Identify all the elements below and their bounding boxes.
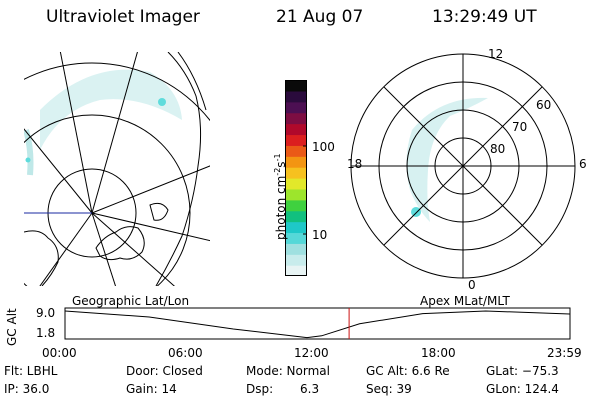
status-glon: GLon: 124.4 [486,382,559,396]
colorbar-cell [285,265,307,276]
status-glat: GLat: −75.3 [486,364,559,378]
mlat-label-60: 60 [536,98,552,112]
mlt-label-0: 0 [468,278,476,292]
colorbar-cell [285,254,307,266]
colorbar-cell [285,90,307,103]
colorbar [285,80,307,276]
colorbar-cell [285,210,307,223]
polar-panel-label: Apex MLat/MLT [420,294,510,308]
mlt-label-18: 18 [347,157,363,171]
colorbar-cell [285,156,307,168]
colorbar-cell [285,167,307,179]
aurora-bright-spot [411,207,421,217]
meridian-line [91,52,138,214]
time-tick-label: 00:00 [42,346,77,360]
meridian-line [59,52,93,214]
colorbar-cell [285,123,307,136]
altitude-y-label: GC Alt [5,308,19,346]
coastline [95,226,145,261]
altitude-curve [64,310,570,339]
meridian-line [24,128,93,214]
colorbar-cell [285,101,307,114]
coastline [155,52,202,286]
altitude-tick-low: 1.8 [36,326,56,340]
status-filter: Flt: LBHL [4,364,58,378]
meridian-line [91,212,175,286]
mlat-label-70: 70 [512,120,528,134]
meridian-line [39,212,93,286]
colorbar-tick-label: 10 [312,228,328,242]
mlt-label-6: 6 [579,157,587,171]
latitude-circle [24,114,191,286]
time-tick-label: 12:00 [294,346,329,360]
meridian-line [91,212,210,242]
colorbar-unit-label: photon cm-2s-1 [273,153,288,240]
polar-mlt-plot [350,53,576,279]
instrument-title: Ultraviolet Imager [46,7,200,27]
colorbar-cell [285,232,307,244]
geographic-panel-label: Geographic Lat/Lon [72,294,190,308]
status-ip: IP: 36.0 [4,382,50,396]
colorbar-cell [285,188,307,201]
meridian-line [91,212,117,286]
auroral-oval [406,97,488,222]
colorbar-tick-label: 100 [312,140,335,154]
observation-date: 21 Aug 07 [276,7,364,27]
time-tick-label: 23:59 [547,346,582,360]
colorbar-cell [285,243,307,255]
status-gc-alt: GC Alt: 6.6 Re [366,364,450,378]
meridian-line [91,165,210,214]
status-dsp-value: 6.3 [300,382,320,396]
colorbar-cell [285,80,307,92]
altitude-timeline [64,307,571,340]
mlt-label-12: 12 [488,47,504,61]
mlat-label-80: 80 [490,142,506,156]
coastline [24,230,59,286]
mlt-diagonal [383,86,543,246]
coastline [177,52,207,111]
time-tick-label: 06:00 [168,346,203,360]
coastline [149,202,169,221]
status-dsp-label: Dsp: [246,382,274,396]
colorbar-cell [285,221,307,234]
status-gain: Gain: 14 [126,382,177,396]
colorbar-cell [285,199,307,212]
colorbar-cell [285,112,307,125]
colorbar-cell [285,134,307,146]
aurora-bright-spot [25,157,31,163]
geographic-map [24,52,210,286]
observation-time: 13:29:49 UT [432,7,537,27]
aurora-emission [40,69,182,150]
colorbar-cell [285,145,307,157]
altitude-frame [64,307,571,340]
status-mode: Mode: Normal [246,364,330,378]
status-door: Door: Closed [126,364,203,378]
time-tick-label: 18:00 [421,346,456,360]
latitude-circle [24,62,210,122]
aurora-bright-spot [158,98,166,106]
altitude-tick-high: 9.0 [36,306,56,320]
status-seq: Seq: 39 [366,382,412,396]
colorbar-cell [285,178,307,190]
